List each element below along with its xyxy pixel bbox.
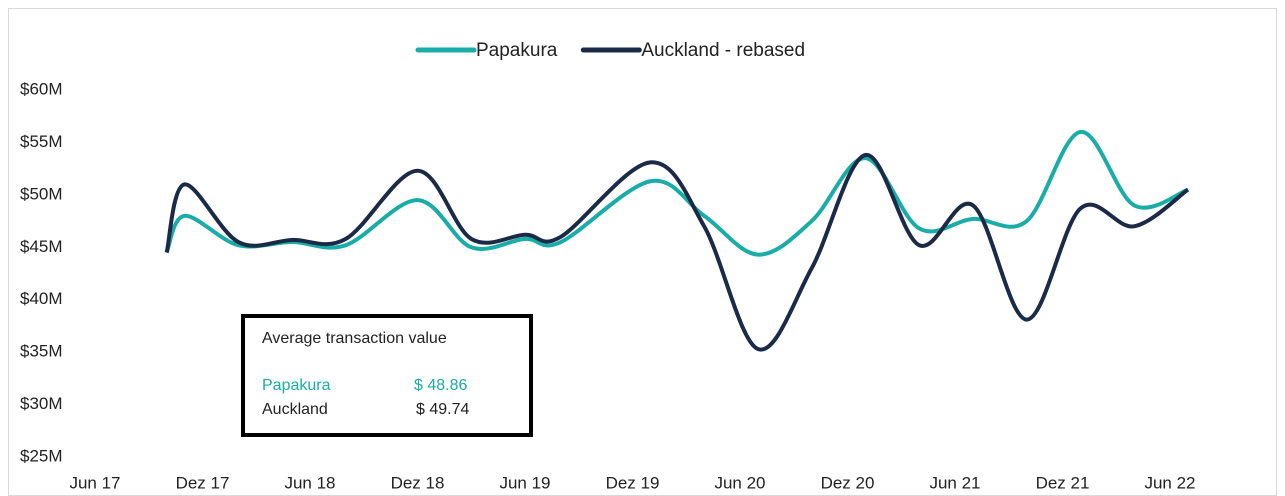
x-tick-label: Dez 19 xyxy=(606,473,660,492)
info-value: $ 48.86 xyxy=(414,377,467,394)
x-tick-label: Dez 17 xyxy=(176,473,230,492)
x-tick-label: Jun 20 xyxy=(714,473,765,492)
info-label: Auckland xyxy=(262,401,328,418)
y-tick-label: $50M xyxy=(20,184,63,203)
y-tick-label: $40M xyxy=(20,289,63,308)
x-tick-label: Jun 19 xyxy=(499,473,550,492)
x-tick-label: Dez 18 xyxy=(391,473,445,492)
x-tick-label: Dez 20 xyxy=(821,473,875,492)
plot-area: $25M $30M $35M $40M $45M $50M $55M $60M Jun 17 De… xyxy=(20,79,1196,492)
y-tick-label: $60M xyxy=(20,79,63,98)
series-line xyxy=(164,153,1190,352)
x-tick-label: Jun 21 xyxy=(929,473,980,492)
y-tick-label: $55M xyxy=(20,132,63,151)
chart-frame xyxy=(8,8,1277,496)
series-line xyxy=(164,129,1189,257)
info-title: Average transaction value xyxy=(262,330,447,347)
legend-label: Papakura xyxy=(476,40,558,61)
y-tick-label: $35M xyxy=(20,342,63,361)
y-tick-label: $30M xyxy=(20,394,63,413)
info-box-frame xyxy=(241,314,533,437)
info-value: $ 49.74 xyxy=(416,401,469,418)
legend: Papakura Auckland - rebased xyxy=(415,40,805,61)
y-tick-label: $45M xyxy=(20,237,63,256)
x-tick-label: Jun 17 xyxy=(69,473,120,492)
y-tick-label: $25M xyxy=(20,446,63,465)
x-tick-label: Jun 22 xyxy=(1144,473,1195,492)
info-box: Average transaction value Papakura $ 48.… xyxy=(241,314,533,437)
x-tick-label: Dez 21 xyxy=(1036,473,1090,492)
x-tick-label: Jun 18 xyxy=(284,473,335,492)
info-label: Papakura xyxy=(262,377,331,394)
legend-label: Auckland - rebased xyxy=(641,40,805,61)
